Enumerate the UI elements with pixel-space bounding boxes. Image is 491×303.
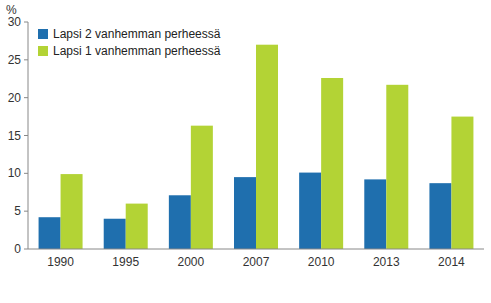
y-tick	[24, 59, 28, 60]
y-tick-label: 0	[14, 242, 21, 256]
bar	[429, 183, 451, 249]
x-axis	[28, 249, 484, 250]
bar	[191, 126, 213, 249]
bars	[39, 45, 474, 249]
y-tick-label: 25	[8, 53, 22, 67]
x-tick-label: 1990	[47, 255, 74, 269]
y-tick	[24, 211, 28, 212]
y-tick-label: 15	[8, 129, 22, 143]
y-tick-label: 20	[8, 91, 22, 105]
y-tick	[24, 97, 28, 98]
x-tick-label: 1995	[112, 255, 139, 269]
bar	[169, 195, 191, 249]
bar	[386, 85, 408, 249]
y-axis	[28, 22, 29, 249]
bar	[451, 117, 473, 249]
y-tick	[24, 249, 28, 250]
y-tick-label: 30	[8, 15, 22, 29]
bar	[299, 173, 321, 249]
bar	[61, 174, 83, 249]
bar	[364, 179, 386, 249]
chart-root: 0 5 10 15 20 25 30% 1990 1995 2000 2007 2010 2013 201…	[0, 0, 491, 303]
x-tick-label: 2000	[178, 255, 205, 269]
x-tick-label: 2010	[308, 255, 335, 269]
y-tick	[24, 135, 28, 136]
y-tick-label: 5	[14, 204, 21, 218]
bar	[126, 204, 148, 249]
legend-label: Lapsi 1 vanhemman perheessä	[53, 44, 221, 58]
chart-svg: 0 5 10 15 20 25 30% 1990 1995 2000 2007 2010 2013 201…	[0, 0, 491, 303]
bar	[104, 219, 126, 249]
bar	[256, 45, 278, 249]
bar	[321, 78, 343, 249]
x-tick-label: 2014	[438, 255, 465, 269]
x-tick-label: 2007	[243, 255, 270, 269]
legend-swatch	[38, 29, 48, 39]
y-tick	[24, 173, 28, 174]
bar	[39, 217, 61, 249]
bar	[234, 177, 256, 249]
legend-swatch	[38, 46, 48, 56]
y-tick-label: 10	[8, 166, 22, 180]
y-axis-label: %	[6, 3, 17, 17]
legend-label: Lapsi 2 vanhemman perheessä	[53, 27, 221, 41]
y-tick	[24, 22, 28, 23]
x-tick-label: 2013	[373, 255, 400, 269]
